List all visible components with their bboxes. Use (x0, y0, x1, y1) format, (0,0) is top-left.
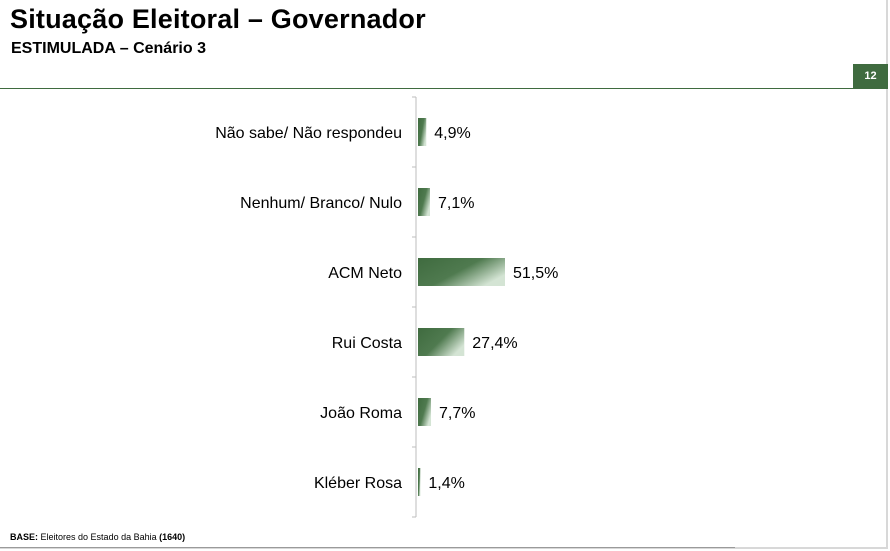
value-label: 7,1% (438, 195, 474, 212)
base-note: BASE: Eleitores do Estado da Bahia (1640… (10, 532, 185, 542)
value-label: 1,4% (428, 475, 464, 492)
bar (418, 258, 505, 286)
footer-divider (0, 547, 735, 548)
page-subtitle: ESTIMULADA – Cenário 3 (11, 40, 206, 57)
category-label: João Roma (320, 405, 402, 422)
bar (418, 468, 421, 496)
bar (418, 118, 427, 146)
page-number-badge: 12 (853, 64, 888, 88)
base-count: (1640) (159, 532, 186, 542)
category-label: Kléber Rosa (314, 475, 402, 492)
value-label: 27,4% (472, 335, 517, 352)
category-label: Nenhum/ Branco/ Nulo (240, 195, 402, 212)
value-label: 51,5% (513, 265, 558, 282)
bar (418, 328, 465, 356)
bar (418, 398, 432, 426)
base-text: Eleitores do Estado da Bahia (40, 532, 157, 542)
category-label: ACM Neto (328, 265, 402, 282)
value-label: 4,9% (434, 125, 470, 142)
value-label: 7,7% (439, 405, 475, 422)
category-label: Não sabe/ Não respondeu (215, 125, 402, 142)
header-divider (0, 88, 888, 89)
category-label: Rui Costa (332, 335, 402, 352)
bar (418, 188, 430, 216)
page-title: Situação Eleitoral – Governador (10, 4, 426, 34)
base-label: BASE: (10, 532, 39, 542)
